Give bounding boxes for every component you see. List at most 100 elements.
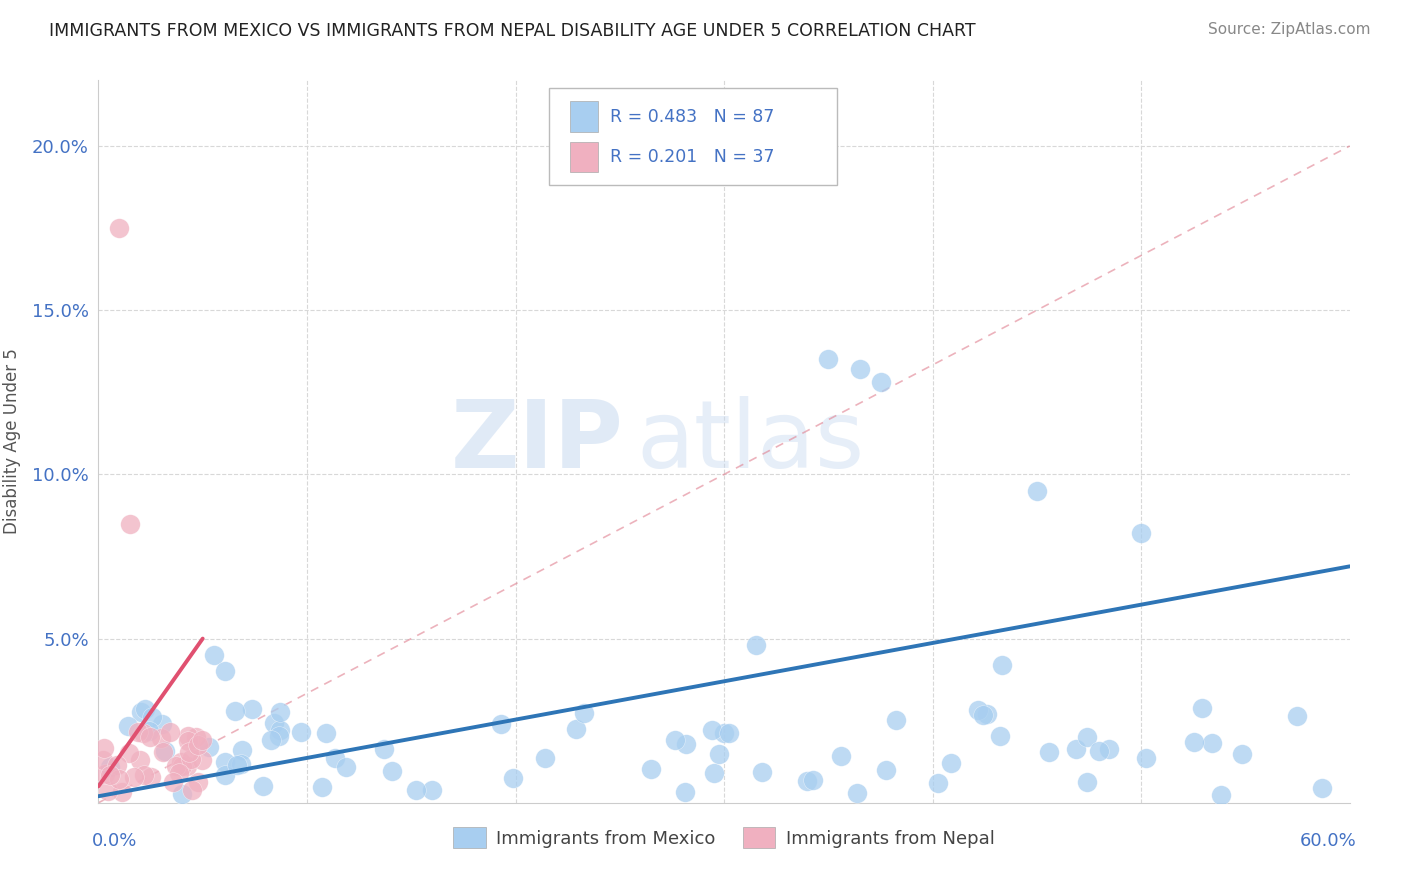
Point [111,785,134,799]
Point [1088,744,1111,758]
Point [745,638,768,652]
Point [214,665,236,679]
Point [190,753,212,767]
Point [98,768,121,782]
Point [502,771,524,785]
Point [191,733,214,747]
Point [127,725,149,739]
Point [231,743,253,757]
Point [817,352,839,367]
Point [177,729,200,743]
Point [94,767,117,781]
Point [420,782,443,797]
Text: R = 0.201   N = 37: R = 0.201 N = 37 [610,148,775,166]
Text: Source: ZipAtlas.com: Source: ZipAtlas.com [1208,22,1371,37]
Point [675,737,697,751]
Point [972,708,994,723]
Point [242,702,264,716]
Point [1310,781,1333,796]
Point [131,705,153,719]
Point [214,768,236,782]
Point [533,751,555,765]
Point [159,724,181,739]
Point [269,730,291,744]
Point [381,764,404,778]
Point [707,747,730,762]
Point [263,716,285,731]
Point [1076,730,1098,744]
Point [564,722,586,736]
Point [489,716,512,731]
Point [131,726,153,740]
Text: 60.0%: 60.0% [1299,831,1355,850]
Bar [571,102,598,132]
Point [751,764,773,779]
Point [98,760,121,774]
Point [91,753,114,767]
FancyBboxPatch shape [548,87,837,185]
Point [187,775,209,789]
Point [93,740,115,755]
Legend: Immigrants from Mexico, Immigrants from Nepal: Immigrants from Mexico, Immigrants from … [446,820,1002,855]
Point [1285,709,1308,723]
Point [1211,788,1233,802]
Point [141,710,163,724]
Text: IMMIGRANTS FROM MEXICO VS IMMIGRANTS FROM NEPAL DISABILITY AGE UNDER 5 CORRELATI: IMMIGRANTS FROM MEXICO VS IMMIGRANTS FRO… [49,22,976,40]
Point [177,733,200,747]
Point [845,787,868,801]
Point [927,776,949,790]
Point [129,753,152,767]
Point [830,748,852,763]
Point [269,706,291,720]
Point [875,763,897,777]
Point [572,706,595,720]
Point [260,733,283,747]
Point [801,772,824,787]
Point [198,740,221,755]
Point [640,762,662,776]
Point [118,746,141,760]
Text: 0.0%: 0.0% [93,831,138,850]
Point [97,784,120,798]
Point [405,783,427,797]
Point [224,704,246,718]
Point [1135,751,1157,765]
Point [335,760,357,774]
Text: R = 0.483   N = 87: R = 0.483 N = 87 [610,108,775,126]
Point [139,770,162,784]
Point [991,657,1014,672]
Point [1182,735,1205,749]
Point [132,768,155,782]
Point [187,738,209,752]
Point [311,780,333,795]
Y-axis label: Disability Age Under 5: Disability Age Under 5 [3,349,21,534]
Point [179,745,201,759]
Point [138,723,160,738]
Point [138,730,160,744]
Point [988,729,1011,743]
Point [122,770,145,784]
Point [315,726,337,740]
Point [713,726,735,740]
Text: atlas: atlas [637,395,865,488]
Point [118,516,141,531]
Point [966,703,988,717]
Point [252,780,274,794]
Point [108,221,131,235]
Point [976,706,998,721]
Point [1230,747,1253,761]
Point [796,774,818,789]
Point [108,772,131,786]
Point [1064,741,1087,756]
Point [152,745,174,759]
Point [231,756,253,771]
Point [165,758,187,772]
Point [153,744,176,758]
Point [373,741,395,756]
Point [717,725,740,739]
Point [1098,742,1121,756]
Text: ZIP: ZIP [451,395,624,488]
Point [1076,775,1098,789]
Point [673,785,696,799]
Point [226,758,249,772]
